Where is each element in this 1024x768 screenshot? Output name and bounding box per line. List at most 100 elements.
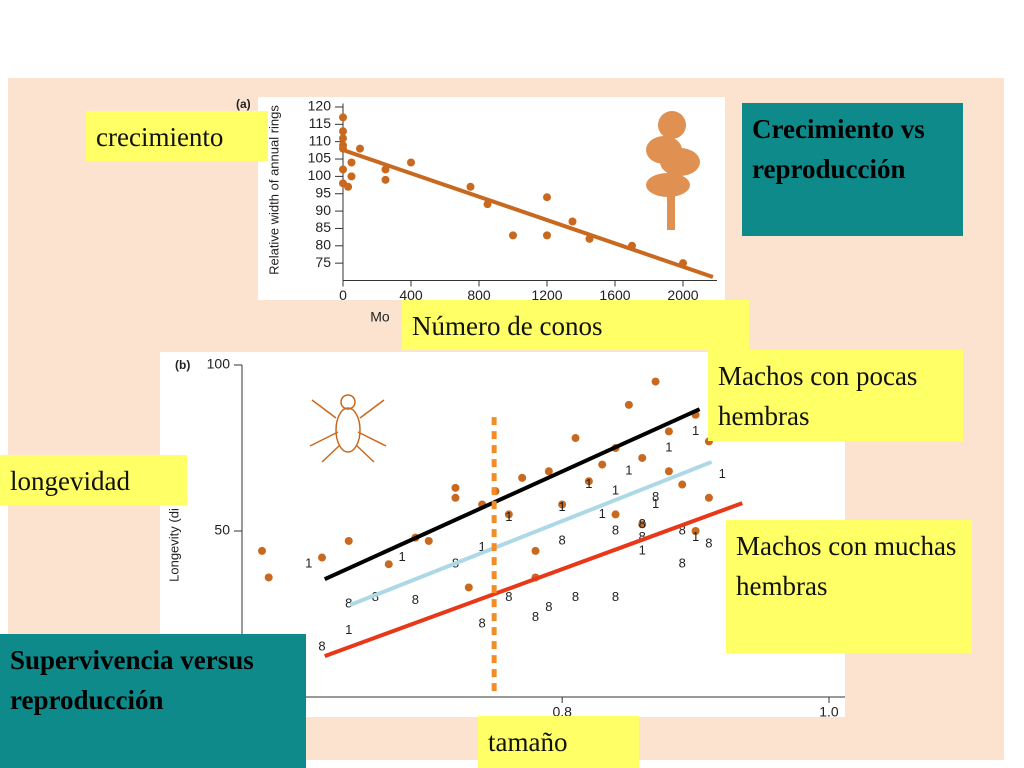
point-glyph: 1	[719, 466, 726, 481]
point-glyph: 1	[692, 423, 699, 438]
point	[466, 182, 475, 191]
point-glyph: 1	[625, 463, 632, 478]
point-glyph: 8	[532, 609, 539, 624]
label-muchas: Machos con muchas hembras	[726, 520, 972, 653]
x-tick-label: 800	[467, 287, 491, 303]
point-glyph: 1	[665, 439, 672, 454]
tree-icon	[646, 111, 700, 230]
point-glyph: 8	[639, 529, 646, 544]
point	[464, 583, 473, 592]
point	[347, 158, 356, 167]
point	[611, 510, 620, 519]
y-tick-label: 95	[315, 184, 331, 200]
title-top: Crecimiento vs reproducción	[742, 103, 963, 236]
point	[638, 520, 647, 529]
y-tick-label: 105	[308, 150, 332, 166]
chart-a-bg	[258, 97, 725, 300]
label-tamano: tamaño	[478, 716, 639, 768]
point	[543, 193, 551, 202]
point-glyph: 8	[652, 489, 659, 504]
point	[344, 182, 353, 191]
point	[451, 493, 460, 502]
point	[678, 480, 687, 489]
point-glyph: 8	[505, 589, 512, 604]
point	[339, 113, 347, 122]
point	[664, 467, 673, 476]
x-tick-label: 0	[339, 287, 347, 303]
point-glyph: 1	[305, 556, 312, 571]
point-glyph: 8	[572, 589, 579, 604]
label-conos: Número de conos	[402, 300, 749, 350]
point	[651, 377, 660, 386]
point	[339, 134, 347, 143]
label-pocas: Machos con pocas hembras	[708, 350, 963, 441]
point	[568, 217, 577, 226]
y-tick-label: 100	[207, 356, 231, 372]
point-glyph: 8	[639, 516, 646, 531]
y-axis-label: Relative width of annual rings	[266, 105, 281, 275]
point	[691, 527, 700, 535]
trend-line	[323, 407, 701, 581]
point-glyph: 1	[398, 549, 405, 564]
point	[344, 536, 353, 545]
trend-line	[349, 460, 713, 607]
y-tick-label: 100	[308, 167, 332, 183]
point-glyph: 1	[692, 529, 699, 544]
fly-icon	[309, 394, 387, 463]
point-glyph: 1	[639, 542, 646, 557]
point	[384, 560, 393, 569]
point-glyph: 8	[479, 615, 486, 630]
panel-label: (b)	[175, 358, 190, 372]
y-tick-label: 85	[315, 219, 331, 235]
x-tick-label: 400	[399, 287, 423, 303]
point	[339, 165, 347, 174]
point-glyph: 8	[545, 599, 552, 614]
point	[407, 158, 415, 167]
point-glyph: 8	[318, 639, 325, 654]
point-glyph: 8	[679, 556, 686, 571]
point	[318, 553, 327, 562]
point	[509, 231, 517, 240]
point	[571, 434, 580, 443]
point-glyph: 8	[612, 589, 619, 604]
label-crecimiento: crecimiento	[86, 111, 268, 161]
panel-label: (a)	[236, 97, 251, 111]
point-glyph: 8	[412, 592, 419, 607]
trend-line	[342, 148, 714, 279]
point-glyph: 1	[479, 539, 486, 554]
y-tick-label: 75	[315, 254, 331, 270]
trend-line	[324, 501, 743, 659]
point	[347, 172, 356, 181]
point-glyph: 1	[612, 483, 619, 498]
point-glyph: 1	[345, 622, 352, 637]
point-glyph: 8	[345, 595, 352, 610]
point	[543, 231, 551, 240]
y-tick-label: 90	[315, 202, 331, 218]
x-tick-label: 1600	[599, 287, 630, 303]
point	[381, 175, 390, 184]
y-tick-label: 110	[309, 132, 332, 148]
point	[544, 467, 553, 476]
point	[264, 573, 273, 582]
label-longevidad: longevidad	[0, 455, 187, 505]
title-bottom: Supervivencia versus reproducción	[0, 634, 306, 768]
point	[451, 483, 460, 492]
x-axis-label: Mo	[370, 309, 390, 325]
point	[598, 460, 607, 469]
point-glyph: 8	[612, 522, 619, 537]
point-glyph: 8	[679, 522, 686, 537]
point	[339, 127, 347, 136]
point	[624, 400, 633, 409]
point	[504, 510, 513, 519]
point-glyph: 1	[585, 476, 592, 491]
point	[664, 427, 673, 436]
y-axis-label: Longevity (di	[166, 508, 181, 582]
point	[558, 500, 567, 509]
y-tick-label: 115	[309, 115, 332, 131]
x-tick-label: 1200	[531, 287, 562, 303]
point-glyph: 1	[505, 509, 512, 524]
point	[531, 546, 540, 555]
point	[258, 546, 267, 555]
point-glyph: 8	[559, 532, 566, 547]
